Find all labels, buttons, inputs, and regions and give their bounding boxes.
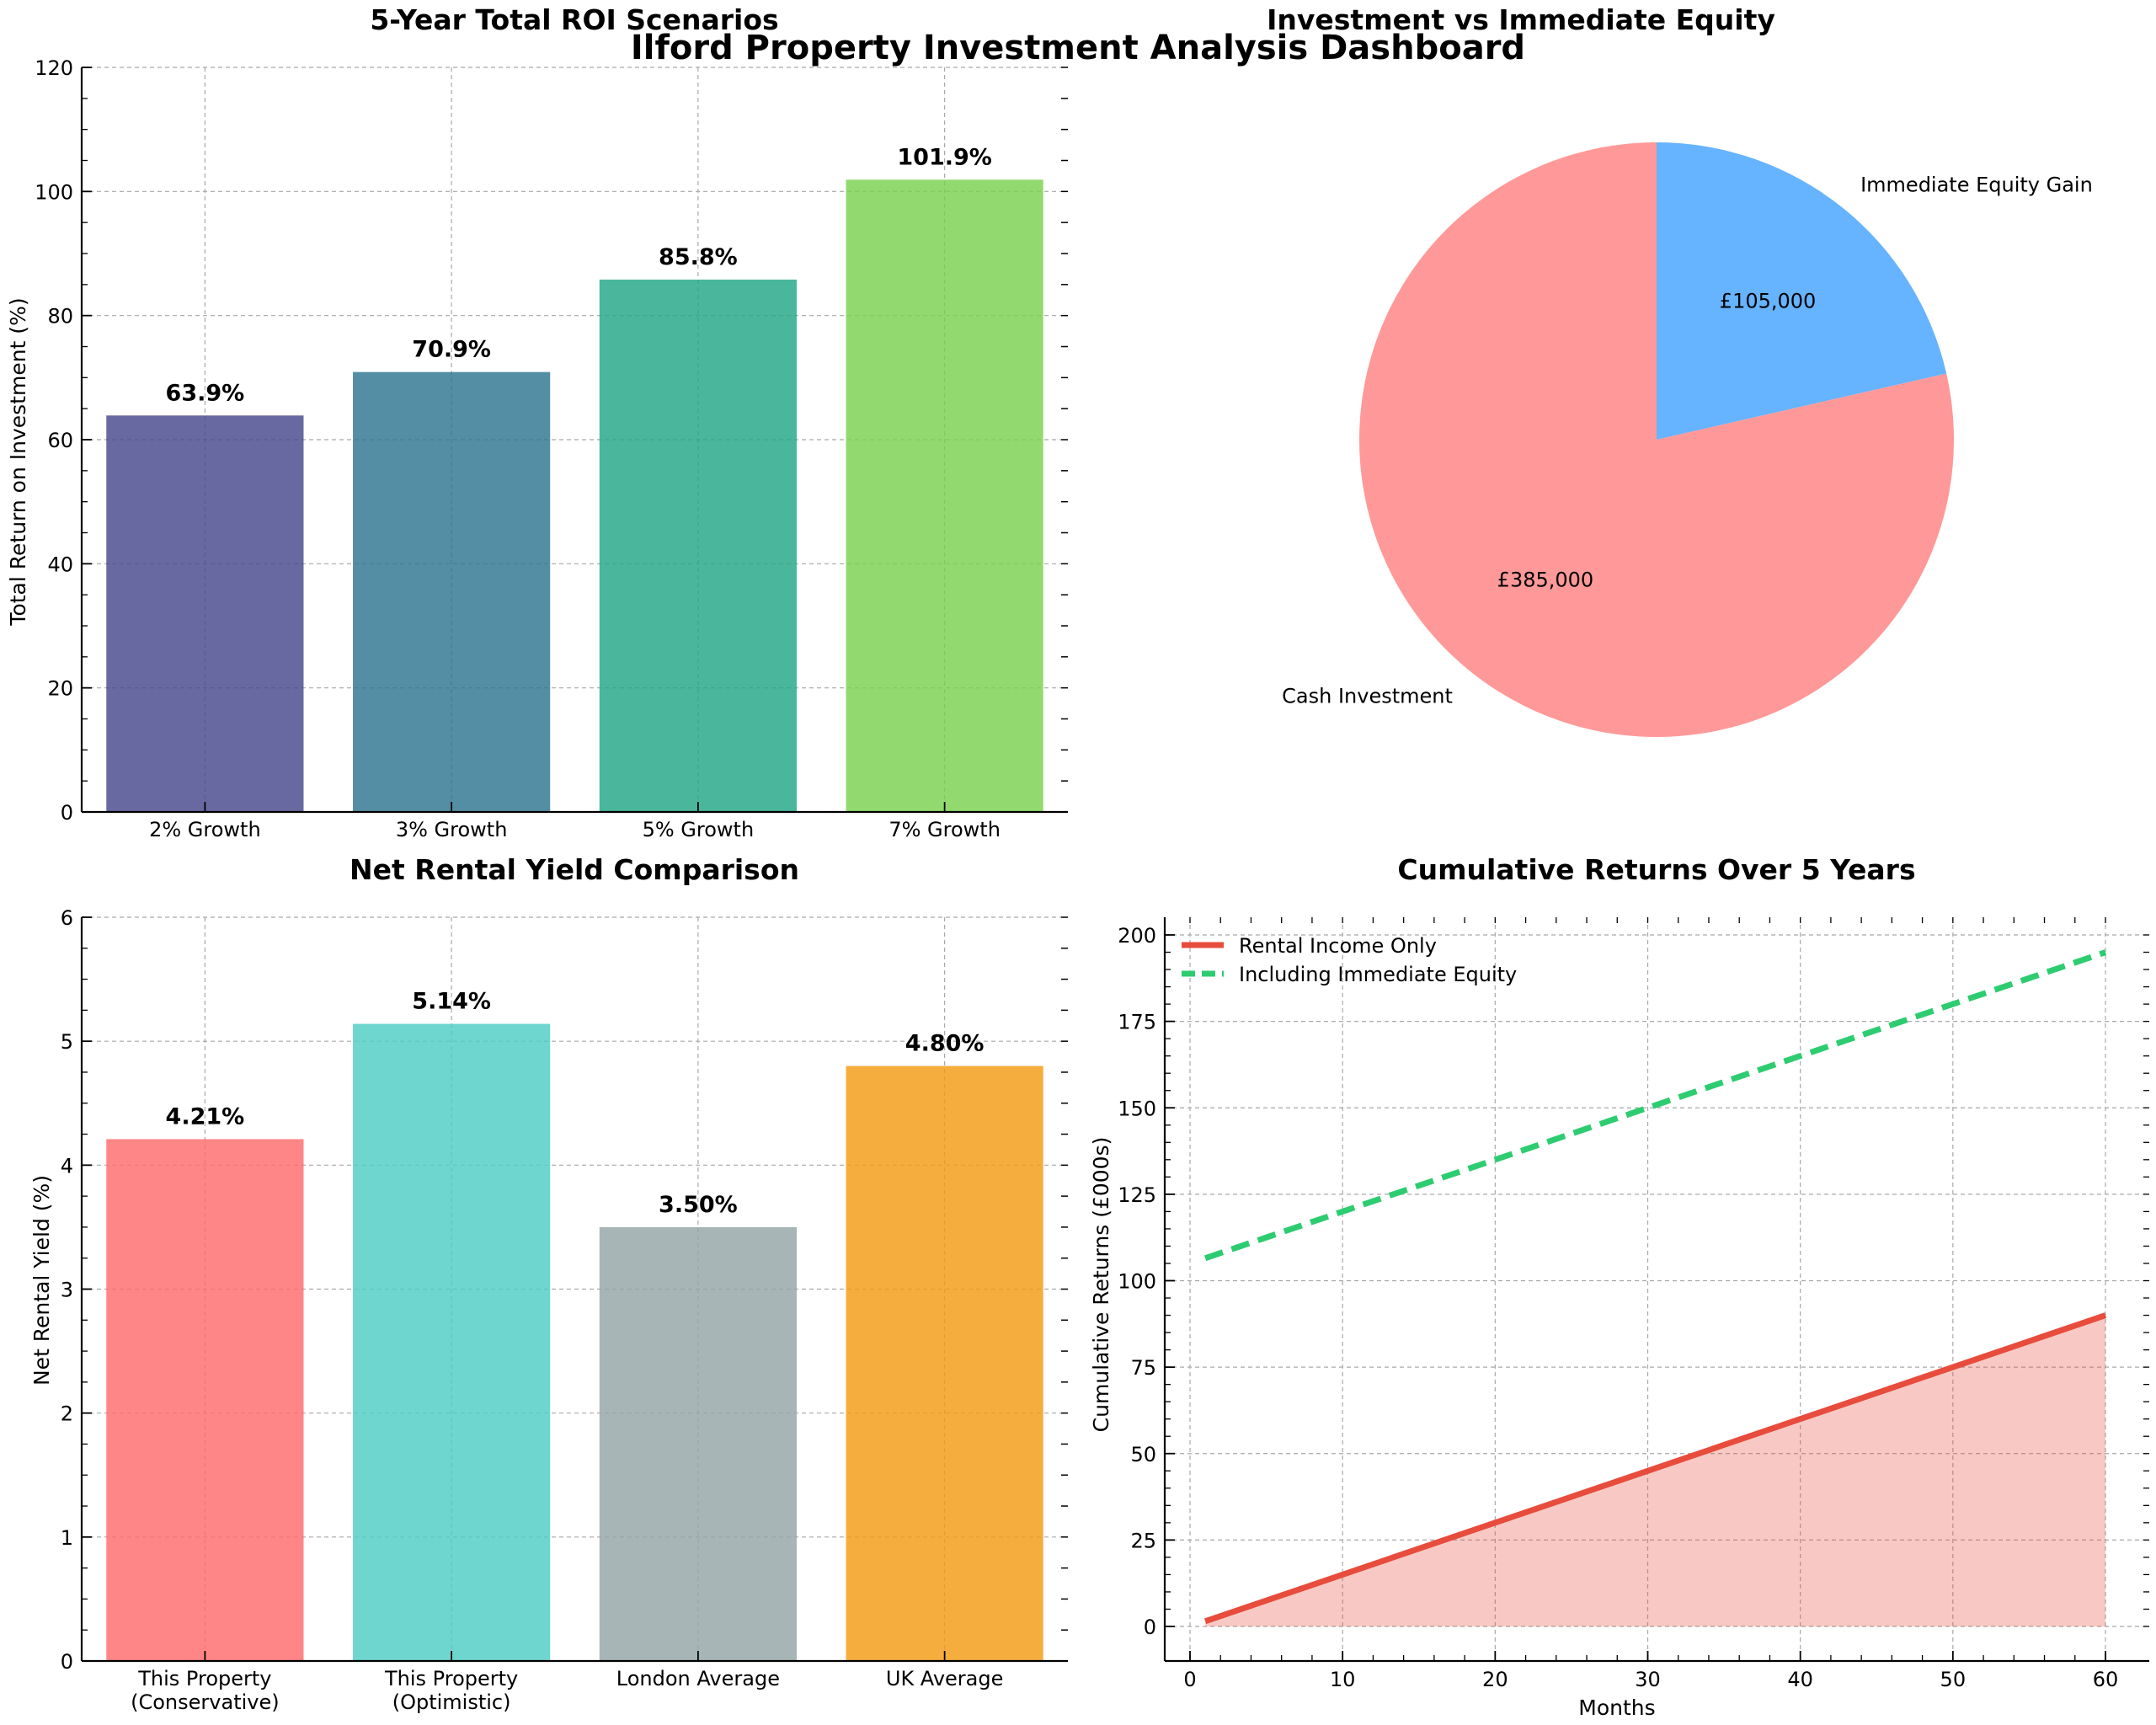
y-tick-label: 50 [1130,1443,1156,1466]
x-tick-label: 50 [1940,1668,1967,1691]
x-tick-label: 40 [1787,1668,1813,1691]
x-tick-label: 2% Growth [149,818,261,841]
x-tick-label: 30 [1635,1668,1661,1691]
series-line [1203,1312,2107,1625]
bar-value-label: 4.21% [166,1103,245,1130]
pie-category-label: Immediate Equity Gain [1860,173,2093,196]
returns-chart-lines [1203,949,2107,1625]
y-tick-label: 120 [35,56,73,80]
y-tick-label: 125 [1118,1183,1156,1207]
bar-value-label: 70.9% [412,337,491,363]
bar [353,1023,551,1661]
equity-pie-labels: £105,000 Immediate Equity Gain £385,000 Cas… [1282,173,2093,708]
y-tick-label: 0 [61,801,73,825]
roi-chart: 5-Year Total ROI Scenarios Total Return … [6,3,1068,841]
y-tick-label: 20 [47,677,73,701]
legend-label: Rental Income Only [1239,934,1437,958]
yield-chart-bar-labels: 4.21% 5.14% 3.50% 4.80% [166,989,985,1218]
equity-pie-chart: Investment vs Immediate Equity £105,000 I… [1267,3,2093,738]
y-tick-label: 60 [47,429,73,452]
returns-chart-title: Cumulative Returns Over 5 Years [1397,853,1915,886]
bar-value-label: 5.14% [412,989,491,1015]
returns-chart-ticks: 0 10 20 30 40 50 60 0 25 50 75 100 125 150 175 200 [1118,917,2149,1691]
y-tick-label: 3 [61,1279,73,1302]
x-tick-label: This Property [137,1667,271,1690]
y-tick-label: 100 [35,180,73,204]
series-line [1203,949,2107,1262]
roi-chart-ylabel: Total Return on Investment (%) [6,297,30,626]
x-tick-label: 7% Growth [889,818,1001,841]
bar [846,1065,1043,1661]
bar-value-label: 63.9% [166,380,245,406]
returns-chart-ylabel: Cumulative Returns (£000s) [1089,1137,1113,1433]
y-tick-label: 25 [1130,1529,1156,1552]
yield-chart-bars [106,1023,1043,1661]
yield-chart-title: Net Rental Yield Comparison [350,853,799,886]
x-tick-label: 60 [2093,1668,2119,1691]
x-tick-label: UK Average [886,1667,1004,1690]
returns-chart-grid [1165,917,2149,1661]
returns-chart-axes [1163,917,2149,1663]
yield-chart: Net Rental Yield Comparison Net Rental Y… [29,853,1068,1714]
yield-chart-ylabel: Net Rental Yield (%) [29,1175,54,1386]
x-tick-label: (Conservative) [131,1690,279,1714]
y-tick-label: 5 [61,1030,73,1054]
y-tick-label: 75 [1130,1356,1156,1380]
x-tick-label: 20 [1482,1668,1508,1691]
bar-value-label: 85.8% [659,244,738,270]
roi-chart-ticks: 0 20 40 60 80 100 120 2% Growth 3% Growth 5% Grow… [35,56,1068,841]
x-tick-label: 0 [1183,1668,1196,1691]
bar [846,179,1043,812]
y-tick-label: 0 [61,1650,73,1674]
x-tick-label: This Property [384,1667,518,1690]
bar-value-label: 101.9% [897,144,991,170]
roi-chart-bars [106,179,1043,812]
x-tick-label: 5% Growth [643,818,755,841]
roi-chart-bar-labels: 63.9% 70.9% 85.8% 101.9% [166,144,992,406]
y-tick-label: 100 [1118,1270,1156,1294]
x-tick-label: (Optimistic) [392,1690,511,1714]
y-tick-label: 80 [47,305,73,328]
y-tick-label: 0 [1144,1616,1156,1639]
bar-value-label: 4.80% [905,1031,985,1057]
dashboard-title: Ilford Property Investment Analysis Dash… [631,29,1525,67]
x-tick-label: 10 [1330,1668,1356,1691]
returns-chart-xlabel: Months [1578,1696,1655,1720]
y-tick-label: 175 [1118,1011,1156,1034]
y-tick-label: 40 [47,553,73,576]
legend-label: Including Immediate Equity [1239,963,1517,986]
bar [599,279,797,812]
y-tick-label: 4 [61,1154,73,1178]
roi-chart-title: 5-Year Total ROI Scenarios [370,3,778,36]
equity-pie-slices [1358,142,1954,738]
pie-slice [1358,142,1954,738]
x-tick-label: 3% Growth [396,818,508,841]
pie-slice [1657,142,1947,440]
equity-pie-title: Investment vs Immediate Equity [1267,3,1775,36]
y-tick-label: 150 [1118,1097,1156,1120]
pie-value-label: £105,000 [1720,289,1817,312]
y-tick-label: 2 [61,1402,73,1426]
returns-chart: Cumulative Returns Over 5 Years Months C… [1089,853,2149,1720]
bar [599,1226,797,1661]
returns-chart-legend: Rental Income Only Including Immediate Eq… [1182,934,1517,986]
pie-category-label: Cash Investment [1282,685,1453,708]
x-tick-label: London Average [616,1667,780,1690]
bar [106,1139,304,1661]
y-tick-label: 1 [61,1526,73,1550]
pie-value-label: £385,000 [1497,569,1594,592]
y-tick-label: 6 [61,906,73,930]
bar [106,415,304,812]
bar-value-label: 3.50% [659,1192,738,1218]
bar [353,371,551,812]
y-tick-label: 200 [1118,924,1156,948]
